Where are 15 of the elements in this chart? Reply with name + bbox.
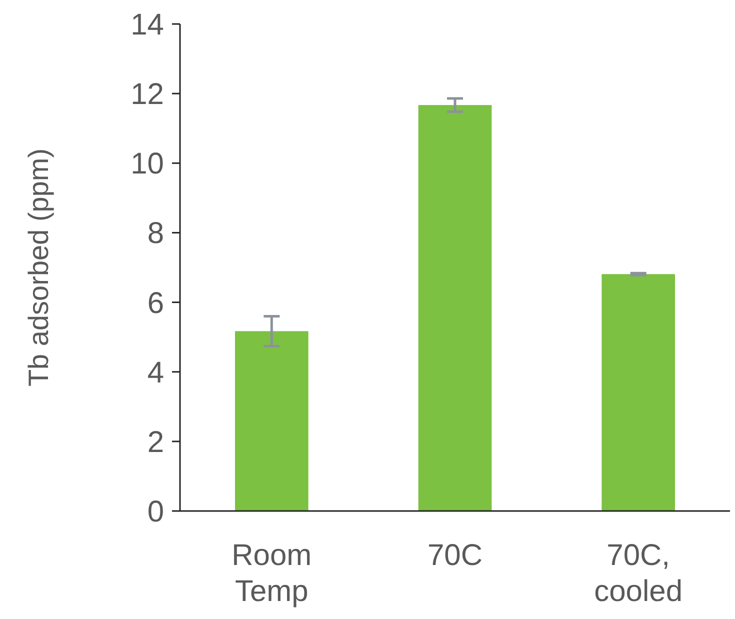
x-tick-label: 70C, cooled: [594, 539, 683, 608]
y-tick-label: 10: [130, 148, 164, 181]
y-tick-label: 12: [130, 78, 164, 112]
y-tick-label: 8: [147, 217, 164, 250]
y-tick-label: 0: [147, 496, 164, 528]
y-tick-label: 2: [147, 426, 164, 459]
y-axis-title: Tb adsorbed (ppm): [23, 148, 54, 387]
bar: [418, 105, 492, 511]
y-tick-label: 6: [147, 286, 164, 320]
x-tick-label: Room Temp: [232, 539, 312, 608]
bar: [235, 331, 308, 511]
y-tick-label: 4: [147, 356, 164, 390]
x-tick-label: 70C: [427, 539, 483, 572]
bar: [602, 274, 675, 511]
y-tick-label: 14: [130, 8, 164, 42]
